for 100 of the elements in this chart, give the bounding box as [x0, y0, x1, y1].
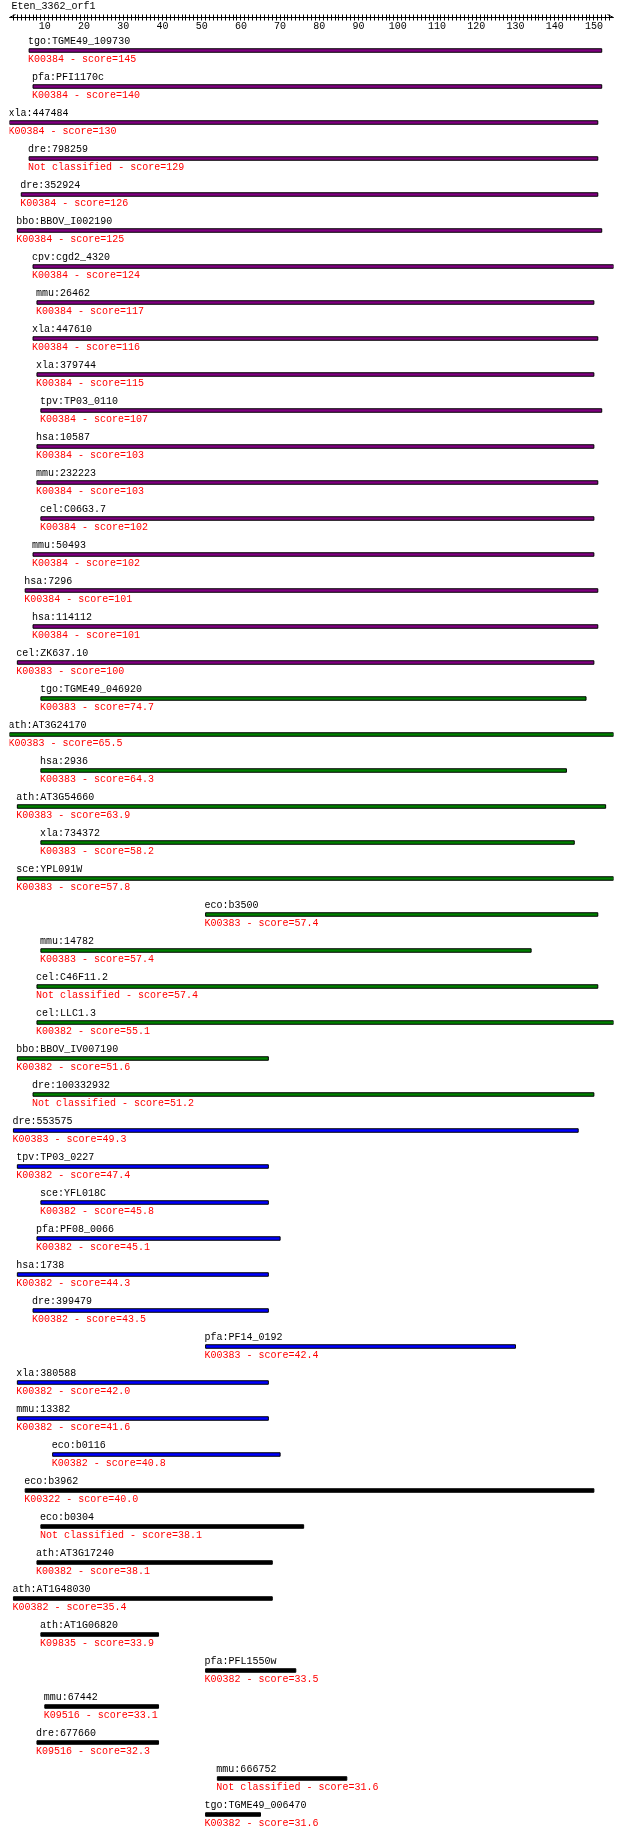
annotation: K00384 - score=103: [35, 450, 144, 461]
y-tick-label: cpv:cgd2_4320: [32, 252, 111, 263]
annotation: K00383 - score=65.5: [8, 738, 123, 749]
annotation: K00384 - score=115: [35, 378, 144, 389]
annotation: K00384 - score=126: [20, 198, 129, 209]
annotation: K00382 - score=31.6: [204, 1818, 319, 1829]
bar: [32, 264, 614, 269]
annotation: K00384 - score=101: [32, 630, 141, 641]
x-tick-label: 30: [117, 20, 130, 32]
y-tick-label: eco:b0116: [51, 1440, 106, 1451]
y-tick-label: hsa:7296: [24, 576, 73, 587]
y-tick-label: dre:100332932: [32, 1080, 111, 1091]
x-tick-label: 10: [38, 20, 51, 32]
annotation: K09516 - score=33.1: [43, 1710, 158, 1721]
bar: [16, 1272, 269, 1277]
x-tick-label: 130: [506, 20, 525, 32]
y-tick-label: ath:AT3G17240: [35, 1548, 114, 1559]
y-tick-label: pfa:PFI1170c: [32, 72, 105, 83]
annotation: K00383 - score=57.4: [39, 954, 154, 965]
bar: [32, 1092, 595, 1097]
y-tick-label: ath:AT3G24170: [8, 720, 87, 731]
bar: [16, 228, 603, 233]
bar: [40, 840, 575, 845]
y-tick-label: tpv:TP03_0227: [16, 1152, 95, 1163]
annotation: K00382 - score=38.1: [35, 1566, 150, 1577]
bar: [205, 912, 599, 917]
bar: [40, 408, 603, 413]
y-tick-label: mmu:67442: [43, 1692, 98, 1703]
bar: [36, 1020, 614, 1025]
bar: [16, 1056, 269, 1061]
y-tick-label: tgo:TGME49_109730: [28, 36, 131, 47]
bar: [205, 1812, 262, 1817]
bar: [36, 1740, 160, 1745]
y-tick-label: eco:b0304: [39, 1512, 94, 1523]
y-tick-label: dre:553575: [12, 1116, 73, 1127]
y-tick-label: tgo:TGME49_006470: [204, 1800, 307, 1811]
bar: [36, 1236, 281, 1241]
annotation: K00383 - score=58.2: [39, 846, 154, 857]
y-tick-label: hsa:114112: [32, 612, 93, 623]
annotation: K00384 - score=107: [39, 414, 148, 425]
y-tick-label: hsa:10587: [35, 432, 90, 443]
bar: [28, 156, 599, 161]
bar: [40, 948, 532, 953]
y-tick-label: cel:LLC1.3: [35, 1008, 96, 1019]
bar: [32, 552, 595, 557]
annotation: K00384 - score=125: [16, 234, 125, 245]
annotation: K00384 - score=102: [32, 558, 141, 569]
bar: [16, 804, 607, 809]
bar: [32, 336, 599, 341]
y-tick-label: eco:b3500: [204, 900, 259, 911]
y-tick-label: dre:798259: [28, 144, 89, 155]
y-tick-label: pfa:PF14_0192: [204, 1332, 283, 1343]
y-tick-label: dre:399479: [32, 1296, 93, 1307]
bar: [9, 120, 599, 125]
annotation: K00322 - score=40.0: [24, 1494, 139, 1505]
x-tick-label: 150: [584, 20, 603, 32]
y-tick-label: sce:YPL091W: [16, 864, 83, 875]
x-tick-label: 90: [352, 20, 365, 32]
bar: [12, 1128, 579, 1133]
y-tick-label: mmu:666752: [216, 1764, 277, 1775]
y-tick-label: dre:677660: [35, 1728, 96, 1739]
y-tick-label: mmu:232223: [35, 468, 96, 479]
bar: [40, 1632, 160, 1637]
annotation: K00383 - score=49.3: [12, 1134, 127, 1145]
annotation: Not classified - score=31.6: [216, 1782, 379, 1793]
bar: [36, 444, 595, 449]
y-tick-label: tgo:TGME49_046920: [39, 684, 142, 695]
annotation: K00384 - score=124: [32, 270, 141, 281]
annotation: K09835 - score=33.9: [39, 1638, 154, 1649]
y-tick-label: bbo:BBOV_I002190: [16, 216, 113, 227]
annotation: K00382 - score=44.3: [16, 1278, 131, 1289]
bar: [36, 984, 599, 989]
bar: [40, 1524, 305, 1529]
y-tick-label: xla:379744: [35, 360, 96, 371]
annotation: K00382 - score=43.5: [32, 1314, 147, 1325]
bar: [36, 372, 595, 377]
bar: [32, 84, 603, 89]
y-tick-label: hsa:1738: [16, 1260, 65, 1271]
annotation: K09516 - score=32.3: [35, 1746, 150, 1757]
annotation: K00384 - score=117: [35, 306, 144, 317]
x-tick-label: 110: [428, 20, 447, 32]
annotation: K00383 - score=63.9: [16, 810, 131, 821]
y-tick-label: eco:b3962: [24, 1476, 79, 1487]
x-tick-label: 50: [195, 20, 208, 32]
annotation: Not classified - score=57.4: [35, 990, 198, 1001]
annotation: K00382 - score=41.6: [16, 1422, 131, 1433]
annotation: K00384 - score=116: [32, 342, 141, 353]
annotation: K00384 - score=145: [28, 54, 137, 65]
chart-title: Eten_3362_orf1: [11, 0, 96, 12]
bar: [205, 1344, 516, 1349]
y-tick-label: ath:AT1G48030: [12, 1584, 91, 1595]
annotation: K00382 - score=55.1: [35, 1026, 150, 1037]
bar: [16, 876, 614, 881]
annotation: K00382 - score=51.6: [16, 1062, 131, 1073]
annotation: Not classified - score=51.2: [32, 1098, 195, 1109]
bar: [32, 624, 599, 629]
x-tick-label: 80: [313, 20, 326, 32]
y-tick-label: mmu:26462: [35, 288, 90, 299]
annotation: K00383 - score=57.8: [16, 882, 131, 893]
bar: [24, 588, 599, 593]
